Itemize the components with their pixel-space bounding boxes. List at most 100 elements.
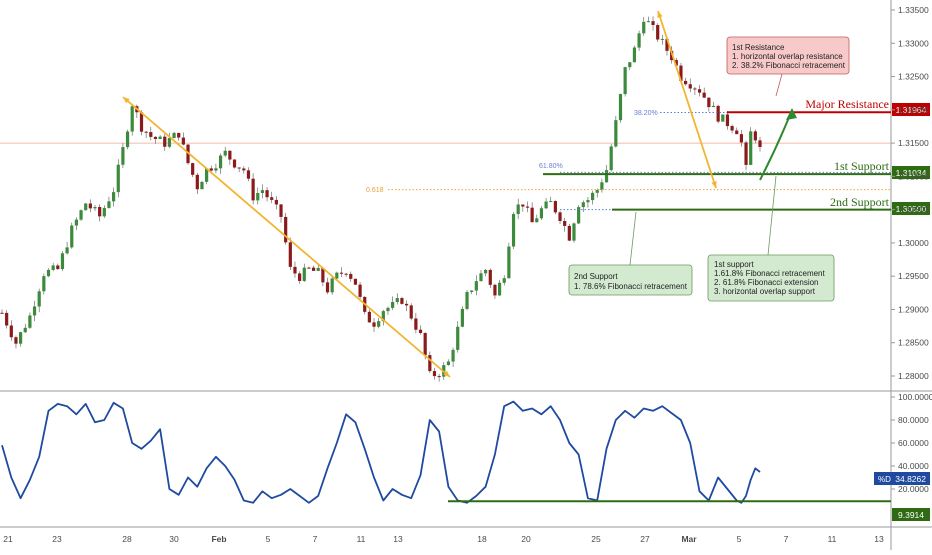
candle-body [158,136,162,139]
time-tick-label: 7 [313,534,318,544]
price-tick-label: 1.28500 [898,338,929,348]
candle-body [567,225,571,241]
candle-body [600,182,604,191]
candle-body [116,164,120,193]
candle-body [9,325,13,338]
time-tick-label: 21 [3,534,13,544]
stoch-tick-label: 60.0000 [898,438,929,448]
candle-body [79,210,83,220]
candle-body [163,136,167,147]
candle-body [553,201,557,213]
time-tick-label: 30 [169,534,179,544]
candle-body [460,308,464,327]
stoch-current-value: 34.8262 [895,474,926,484]
second-support-callout-pointer [629,211,637,266]
resistance-callout-pointer [775,73,783,97]
candle-body [14,337,18,344]
candle-body [423,332,427,356]
candle-body [325,282,330,293]
candle-body [735,130,739,135]
candle-body [479,273,483,282]
candle-body [367,311,371,323]
candle-body [284,216,288,243]
candle-body [377,321,381,327]
candle-body [683,80,688,85]
first-support-annotation: 1st support 1.61.8% Fibonacci retracemen… [707,254,835,302]
candle-body [246,170,251,179]
candle-body [260,190,265,194]
candle-body [400,298,404,304]
candle-body [172,132,176,139]
candle-body [298,273,302,281]
time-tick-label: 18 [477,534,487,544]
candle-body [228,150,232,160]
candle-body [404,303,409,306]
candle-body [739,134,743,143]
candle-body [181,137,185,145]
candle-body [265,190,269,198]
candle-body [702,92,706,98]
candle-body [349,273,353,279]
time-tick-label: 20 [521,534,531,544]
candle-body [256,193,260,201]
candle-body [502,278,506,283]
candle-body [37,291,41,307]
candle-body [651,21,655,26]
candle-body [507,246,511,279]
time-tick-label: 11 [357,534,366,544]
candle-body [488,269,492,285]
candle-body [716,105,720,122]
candle-body [707,97,711,108]
candle-body [493,284,497,296]
candle-body [93,207,97,209]
candle-body [758,140,762,147]
second-support-badge: 1.30500 [892,202,930,215]
candle-body [437,376,441,378]
first-support-callout-pointer [767,175,777,256]
overlays [1,10,891,504]
candle-body [177,132,181,138]
candle-body [167,138,172,147]
candle-body [153,136,158,139]
candle-body [632,47,637,63]
candle-body [418,329,423,333]
price-tick-label: 1.30500 [898,205,929,215]
stoch-support-badge: 9.3914 [892,508,930,521]
candle-body [642,21,646,34]
candle-body [679,65,683,81]
stoch-tick-label: 20.0000 [898,484,929,494]
candle-body [656,25,660,40]
price-tick-label: 1.29000 [898,304,929,314]
price-tick-label: 1.32000 [898,105,929,115]
candle-body [200,181,204,190]
candle-body [102,207,106,217]
candle-body [279,204,283,217]
candle-body [409,305,413,319]
swing-arrow-recent [657,10,717,189]
candle-body [572,223,576,241]
svg-text:1.31034: 1.31034 [896,168,927,178]
candle-body [358,284,362,297]
stoch-tick-label: 100.0000 [898,392,932,402]
candle-body [432,371,437,377]
candle-body [307,267,311,269]
resistance-note-title: 1st Resistance [732,43,785,52]
candle-body [474,281,478,291]
candle-body [321,267,325,283]
swing-arrow-recent-head [657,11,663,18]
candle-body [646,21,650,23]
candle-body [353,278,358,285]
candle-body [674,60,678,66]
candle-body [451,349,455,362]
candle-body [195,174,199,190]
candle-body [395,298,399,303]
candle-body [381,311,385,322]
candle-body [218,155,223,169]
second-support-annotation: 2nd Support 1. 78.6% Fibonacci retraceme… [568,264,693,296]
candle-body [65,247,69,254]
candle-body [270,197,274,200]
resistance-note-2: 2. 38.2% Fibonacci retracement [732,61,846,70]
first-support-badge: 1.31034 [892,166,930,179]
time-tick-label: Mar [681,534,697,544]
swing-arrow-down-head [123,97,130,104]
